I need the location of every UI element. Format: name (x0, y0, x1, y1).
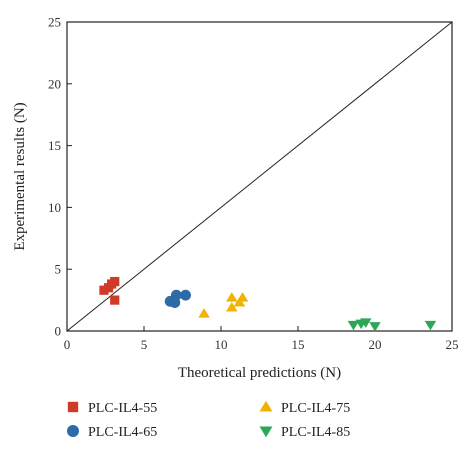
y-tick-label: 15 (48, 138, 61, 153)
legend-item: PLC-IL4-65 (67, 425, 157, 440)
series-plc-il4-85 (347, 318, 437, 332)
x-tick-label: 15 (292, 337, 305, 352)
legend-label: PLC-IL4-55 (88, 401, 157, 416)
data-point (236, 292, 249, 302)
y-tick-label: 20 (48, 76, 61, 91)
x-tick-label: 0 (64, 337, 71, 352)
legend-item: PLC-IL4-75 (259, 400, 350, 416)
data-point (99, 285, 109, 295)
legend-marker (67, 425, 79, 437)
legend-item: PLC-IL4-55 (67, 401, 157, 416)
series-plc-il4-55 (99, 276, 120, 305)
data-point (360, 318, 372, 328)
data-points (99, 276, 437, 332)
data-point (369, 322, 381, 332)
legend-marker (67, 401, 79, 413)
x-axis: 0 5 10 15 20 25 (64, 326, 459, 352)
y-axis: 0 5 10 15 20 25 (48, 15, 72, 339)
data-point (110, 276, 120, 287)
legend-marker (259, 400, 273, 412)
reference-line (66, 21, 453, 332)
legend-marker (259, 426, 273, 438)
y-axis-title: Experimental results (N) (12, 102, 28, 250)
x-tick-label: 10 (215, 337, 228, 352)
legend-label: PLC-IL4-65 (88, 425, 157, 440)
data-point (226, 292, 238, 302)
series-plc-il4-65 (164, 289, 191, 308)
x-axis-title: Theoretical predictions (N) (178, 365, 341, 381)
data-point (110, 295, 120, 305)
data-point (347, 320, 360, 331)
legend-item: PLC-IL4-85 (259, 425, 350, 440)
x-tick-label: 20 (369, 337, 382, 352)
data-point (226, 301, 238, 312)
data-point (180, 289, 191, 301)
x-tick-label: 25 (446, 337, 459, 352)
legend-label: PLC-IL4-75 (281, 401, 350, 416)
data-point (424, 320, 437, 331)
data-point (170, 289, 182, 301)
data-point (233, 297, 246, 307)
x-tick-label: 5 (141, 337, 148, 352)
y-tick-label: 10 (48, 200, 61, 215)
plot-frame (66, 21, 453, 332)
y-tick-label: 25 (48, 15, 61, 30)
series-plc-il4-75 (198, 292, 249, 318)
y-tick-label: 0 (55, 324, 62, 339)
plot-area (66, 21, 453, 332)
legend-label: PLC-IL4-85 (281, 425, 350, 440)
legend: PLC-IL4-55 PLC-IL4-65 PLC-IL4-75 PLC-IL4-85 (67, 400, 350, 440)
reference-line-layer (66, 21, 453, 332)
data-point (198, 308, 210, 318)
y-tick-label: 5 (55, 262, 62, 277)
